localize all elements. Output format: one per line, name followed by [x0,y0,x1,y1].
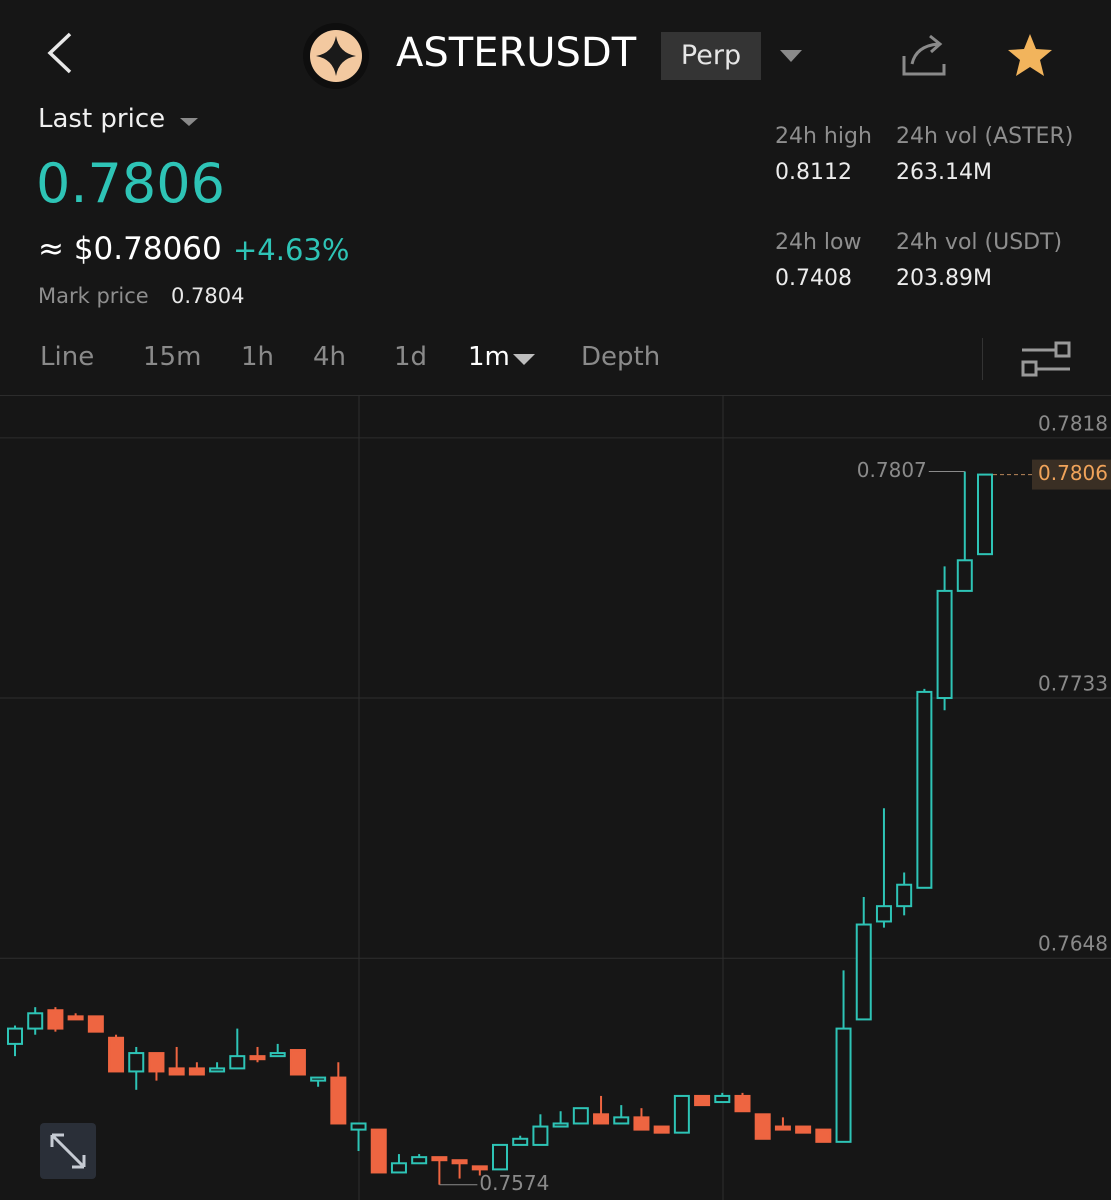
candle-body [977,473,993,556]
tab-active[interactable]: 1m [468,342,510,372]
tab[interactable]: 1d [394,342,428,372]
back-button[interactable] [40,30,80,76]
candle-body [390,1162,407,1174]
favorite-star[interactable] [1006,32,1054,78]
candle-body [653,1125,670,1134]
stat-label: 24h vol (ASTER) [896,124,1074,149]
candle-body [875,905,892,923]
candle-body [108,1036,125,1073]
candle-body [431,1156,448,1162]
candle-body [188,1067,205,1076]
divider [982,338,983,380]
last-price-tag: 0.7806 [1038,461,1108,485]
candle-body [7,1027,23,1045]
candle-body [87,1015,104,1033]
candlestick-chart: 0.7818 0.7733 0.7648 0.7807 0.7574 0.7806 [0,395,1111,1200]
candle-body [269,1052,286,1058]
candle-body [835,1027,852,1143]
candle-body [593,1113,610,1125]
y-tick-label: 0.7648 [1038,932,1108,956]
fullscreen-button[interactable] [40,1123,96,1179]
candle-body [532,1125,549,1146]
candle-body [310,1076,327,1082]
stat-value: 263.14M [896,160,992,185]
candle-body [471,1165,488,1171]
price-dropdown[interactable] [180,118,198,128]
candle-body [916,690,933,889]
y-tick-label: 0.7733 [1038,672,1108,696]
min-label: 0.7574 [479,1171,549,1195]
candle-body [229,1055,246,1070]
candle-body [370,1128,387,1174]
candle-body [411,1156,428,1165]
candle-body [714,1094,731,1104]
share-button[interactable] [900,32,950,78]
last-price-tag-bg [1032,459,1111,490]
last-price-label: Last price [38,104,166,134]
coin-logo [303,23,369,89]
tab[interactable]: 15m [143,342,202,372]
stat-label: 24h low [775,230,862,255]
candle-body [249,1055,266,1061]
candle-body [694,1094,711,1107]
tab[interactable]: Line [40,342,95,372]
symbol-dropdown[interactable] [780,50,804,64]
candle-body [67,1015,84,1021]
stat-label: 24h vol (USDT) [896,230,1063,255]
candle-body [289,1049,306,1076]
usd-price: ≈ $0.78060 [38,231,222,267]
tab[interactable]: 1h [241,342,275,372]
candle-body [350,1122,367,1131]
candle-body [855,923,872,1021]
candle-body [795,1125,812,1134]
chart-settings[interactable] [1020,340,1072,378]
candle-body [512,1137,529,1146]
tab[interactable]: 4h [313,342,347,372]
candle-body [47,1009,64,1030]
stat-value: 203.89M [896,266,992,291]
candle-body [936,589,953,700]
y-tick-label: 0.7818 [1038,411,1108,435]
candle-body [330,1076,347,1125]
candle-body [754,1113,771,1140]
mark-price-label: Mark price [38,284,149,308]
price-change: +4.63% [233,233,350,267]
candle-body [148,1052,165,1073]
stat-value: 0.8112 [775,160,852,185]
symbol: ASTERUSDT [396,30,637,76]
mark-price: 0.7804 [171,284,245,308]
candle-body [552,1122,569,1128]
contract-badge[interactable]: Perp [661,32,761,80]
stat-value: 0.7408 [775,266,852,291]
stat-label: 24h high [775,124,872,149]
candle-body [815,1128,832,1143]
candle-body [27,1012,44,1030]
candle-body [896,883,913,908]
candle-body [633,1116,650,1131]
candle-body [613,1116,630,1125]
candle-body [774,1125,791,1131]
max-label: 0.7807 [857,458,927,482]
candle-body [168,1067,185,1076]
candle-body [492,1143,508,1171]
candle-body [734,1094,751,1113]
tab[interactable]: Depth [581,342,661,372]
candle-body [572,1107,589,1125]
candle-body [451,1159,468,1165]
interval-dropdown[interactable] [513,354,535,366]
candle-body [209,1067,226,1073]
last-price: 0.7806 [36,152,225,215]
candle-body [673,1094,690,1134]
candle-body [128,1052,145,1073]
candle-body [956,559,973,592]
